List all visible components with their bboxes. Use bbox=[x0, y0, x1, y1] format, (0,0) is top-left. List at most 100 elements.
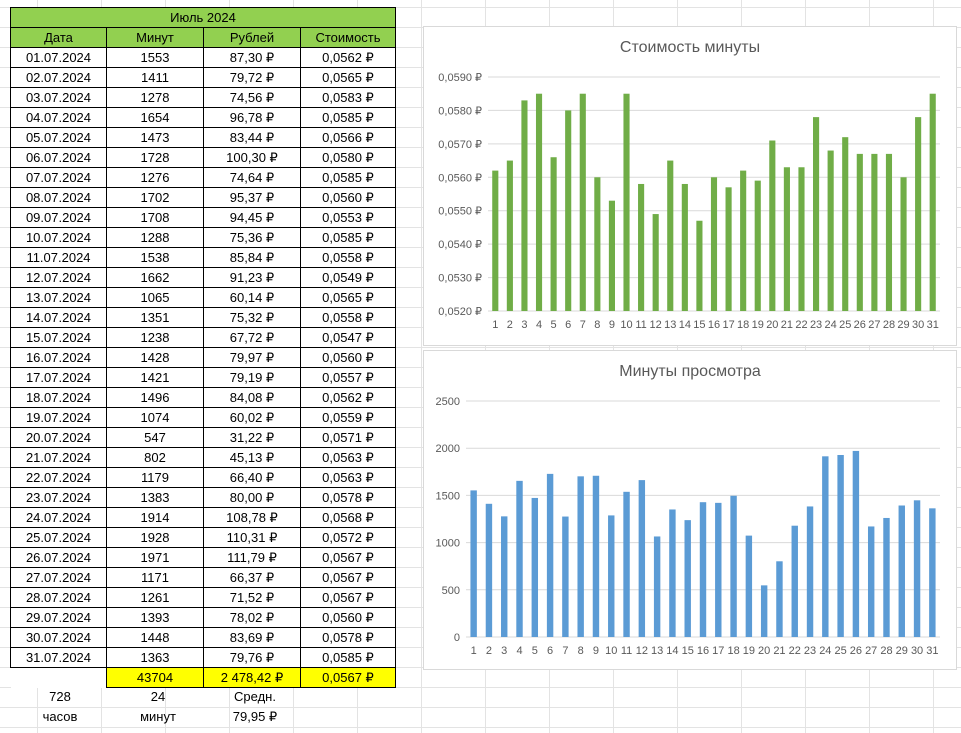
cost-cell[interactable]: 0,0567 ₽ bbox=[300, 587, 396, 608]
cost-cell[interactable]: 0,0557 ₽ bbox=[300, 367, 396, 388]
minutes-cell[interactable]: 1171 bbox=[106, 567, 204, 588]
hours-label-cell[interactable]: часов bbox=[42, 709, 78, 724]
date-cell[interactable]: 02.07.2024 bbox=[10, 67, 107, 88]
minutes-label-cell[interactable]: минут bbox=[140, 709, 176, 724]
header-minutes[interactable]: Минут bbox=[106, 27, 204, 48]
date-cell[interactable]: 30.07.2024 bbox=[10, 627, 107, 648]
rubles-cell[interactable]: 79,76 ₽ bbox=[203, 647, 301, 668]
minutes-cell[interactable]: 1278 bbox=[106, 87, 204, 108]
date-cell[interactable]: 01.07.2024 bbox=[10, 47, 107, 68]
minutes-cell[interactable]: 1448 bbox=[106, 627, 204, 648]
rubles-cell[interactable]: 85,84 ₽ bbox=[203, 247, 301, 268]
date-cell[interactable]: 13.07.2024 bbox=[10, 287, 107, 308]
cost-cell[interactable]: 0,0553 ₽ bbox=[300, 207, 396, 228]
rubles-cell[interactable]: 87,30 ₽ bbox=[203, 47, 301, 68]
date-cell[interactable]: 08.07.2024 bbox=[10, 187, 107, 208]
minutes-cell[interactable]: 1553 bbox=[106, 47, 204, 68]
date-cell[interactable]: 03.07.2024 bbox=[10, 87, 107, 108]
date-cell[interactable]: 11.07.2024 bbox=[10, 247, 107, 268]
minutes-cell[interactable]: 1428 bbox=[106, 347, 204, 368]
minutes-cell[interactable]: 1238 bbox=[106, 327, 204, 348]
rubles-cell[interactable]: 45,13 ₽ bbox=[203, 447, 301, 468]
minutes-cell[interactable]: 1654 bbox=[106, 107, 204, 128]
sheet-title-cell[interactable]: Июль 2024 bbox=[10, 7, 396, 28]
minutes-cell[interactable]: 1708 bbox=[106, 207, 204, 228]
cost-cell[interactable]: 0,0558 ₽ bbox=[300, 307, 396, 328]
minutes-cell[interactable]: 1411 bbox=[106, 67, 204, 88]
rubles-cell[interactable]: 60,02 ₽ bbox=[203, 407, 301, 428]
cost-cell[interactable]: 0,0563 ₽ bbox=[300, 447, 396, 468]
cost-cell[interactable]: 0,0565 ₽ bbox=[300, 67, 396, 88]
cost-cell[interactable]: 0,0580 ₽ bbox=[300, 147, 396, 168]
date-cell[interactable]: 25.07.2024 bbox=[10, 527, 107, 548]
total-cost-cell[interactable]: 0,0567 ₽ bbox=[300, 667, 396, 688]
rubles-cell[interactable]: 78,02 ₽ bbox=[203, 607, 301, 628]
minutes-cell[interactable]: 547 bbox=[106, 427, 204, 448]
rubles-cell[interactable]: 60,14 ₽ bbox=[203, 287, 301, 308]
data-table[interactable]: Июль 2024 Дата Минут Рублей Стоимость 01.07.2… bbox=[10, 7, 396, 688]
minutes-cell[interactable]: 1928 bbox=[106, 527, 204, 548]
minutes-cell[interactable]: 1662 bbox=[106, 267, 204, 288]
hours-value-cell[interactable]: 728 bbox=[49, 689, 71, 704]
date-cell[interactable]: 19.07.2024 bbox=[10, 407, 107, 428]
minutes-cell[interactable]: 1473 bbox=[106, 127, 204, 148]
minutes-cell[interactable]: 1728 bbox=[106, 147, 204, 168]
rubles-cell[interactable]: 108,78 ₽ bbox=[203, 507, 301, 528]
rubles-cell[interactable]: 110,31 ₽ bbox=[203, 527, 301, 548]
rubles-cell[interactable]: 83,44 ₽ bbox=[203, 127, 301, 148]
cost-cell[interactable]: 0,0585 ₽ bbox=[300, 167, 396, 188]
cost-cell[interactable]: 0,0571 ₽ bbox=[300, 427, 396, 448]
cost-cell[interactable]: 0,0559 ₽ bbox=[300, 407, 396, 428]
date-cell[interactable]: 24.07.2024 bbox=[10, 507, 107, 528]
total-rubles-cell[interactable]: 2 478,42 ₽ bbox=[203, 667, 301, 688]
rubles-cell[interactable]: 95,37 ₽ bbox=[203, 187, 301, 208]
rubles-cell[interactable]: 80,00 ₽ bbox=[203, 487, 301, 508]
date-cell[interactable]: 23.07.2024 bbox=[10, 487, 107, 508]
date-cell[interactable]: 20.07.2024 bbox=[10, 427, 107, 448]
rubles-cell[interactable]: 94,45 ₽ bbox=[203, 207, 301, 228]
header-date[interactable]: Дата bbox=[10, 27, 107, 48]
rubles-cell[interactable]: 71,52 ₽ bbox=[203, 587, 301, 608]
date-cell[interactable]: 28.07.2024 bbox=[10, 587, 107, 608]
date-cell[interactable]: 04.07.2024 bbox=[10, 107, 107, 128]
date-cell[interactable]: 22.07.2024 bbox=[10, 467, 107, 488]
cost-cell[interactable]: 0,0568 ₽ bbox=[300, 507, 396, 528]
date-cell[interactable]: 16.07.2024 bbox=[10, 347, 107, 368]
rubles-cell[interactable]: 79,97 ₽ bbox=[203, 347, 301, 368]
rubles-cell[interactable]: 31,22 ₽ bbox=[203, 427, 301, 448]
cost-cell[interactable]: 0,0547 ₽ bbox=[300, 327, 396, 348]
rubles-cell[interactable]: 74,56 ₽ bbox=[203, 87, 301, 108]
avg-value-cell[interactable]: 79,95 ₽ bbox=[232, 709, 278, 724]
date-cell[interactable]: 14.07.2024 bbox=[10, 307, 107, 328]
minutes-cell[interactable]: 1351 bbox=[106, 307, 204, 328]
cost-cell[interactable]: 0,0585 ₽ bbox=[300, 107, 396, 128]
minutes-cell[interactable]: 1538 bbox=[106, 247, 204, 268]
date-cell[interactable]: 18.07.2024 bbox=[10, 387, 107, 408]
cost-cell[interactable]: 0,0562 ₽ bbox=[300, 47, 396, 68]
rubles-cell[interactable]: 67,72 ₽ bbox=[203, 327, 301, 348]
date-cell[interactable]: 31.07.2024 bbox=[10, 647, 107, 668]
cost-cell[interactable]: 0,0578 ₽ bbox=[300, 627, 396, 648]
rubles-cell[interactable]: 96,78 ₽ bbox=[203, 107, 301, 128]
minutes-cell[interactable]: 1363 bbox=[106, 647, 204, 668]
cost-cell[interactable]: 0,0566 ₽ bbox=[300, 127, 396, 148]
header-cost[interactable]: Стоимость bbox=[300, 27, 396, 48]
minutes-cell[interactable]: 1421 bbox=[106, 367, 204, 388]
rubles-cell[interactable]: 66,37 ₽ bbox=[203, 567, 301, 588]
rubles-cell[interactable]: 83,69 ₽ bbox=[203, 627, 301, 648]
minutes-cell[interactable]: 1276 bbox=[106, 167, 204, 188]
empty-cell[interactable] bbox=[10, 667, 107, 688]
date-cell[interactable]: 05.07.2024 bbox=[10, 127, 107, 148]
cost-cell[interactable]: 0,0567 ₽ bbox=[300, 547, 396, 568]
rubles-cell[interactable]: 84,08 ₽ bbox=[203, 387, 301, 408]
date-cell[interactable]: 29.07.2024 bbox=[10, 607, 107, 628]
minutes-cell[interactable]: 1702 bbox=[106, 187, 204, 208]
rubles-cell[interactable]: 91,23 ₽ bbox=[203, 267, 301, 288]
cost-cell[interactable]: 0,0567 ₽ bbox=[300, 567, 396, 588]
minutes-value-cell[interactable]: 24 bbox=[150, 689, 166, 704]
minutes-cell[interactable]: 1288 bbox=[106, 227, 204, 248]
date-cell[interactable]: 21.07.2024 bbox=[10, 447, 107, 468]
minutes-cell[interactable]: 1496 bbox=[106, 387, 204, 408]
cost-cell[interactable]: 0,0563 ₽ bbox=[300, 467, 396, 488]
avg-label-cell[interactable]: Средн. bbox=[234, 689, 276, 704]
